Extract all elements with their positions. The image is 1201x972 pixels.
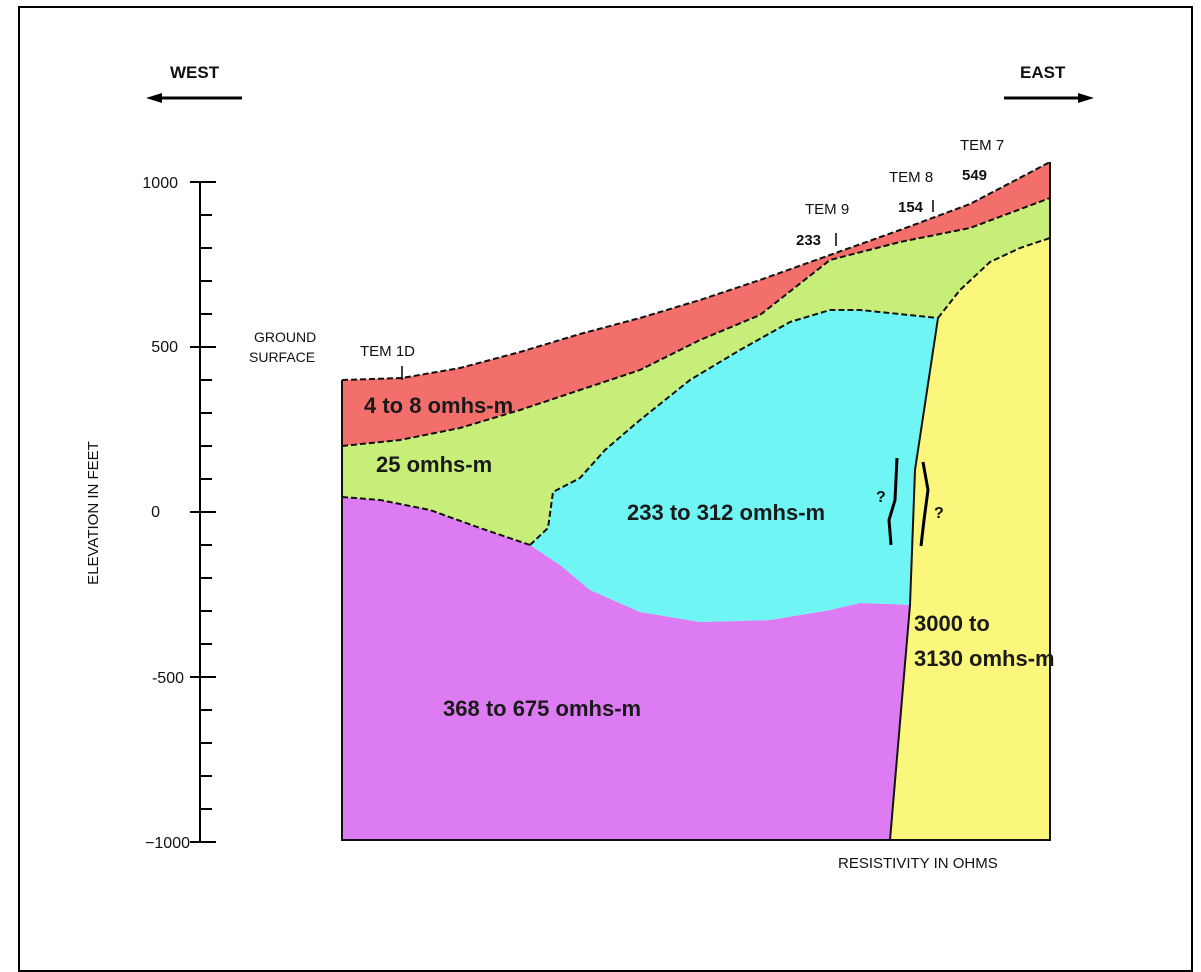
layer-368-675	[342, 497, 910, 840]
west-label: WEST	[170, 63, 220, 82]
layer-label-4-8: 4 to 8 omhs-m	[364, 393, 513, 418]
tick-label-0: 0	[151, 504, 160, 521]
layer-label-3000-3130-line2: 3130 omhs-m	[914, 646, 1055, 671]
x-axis-label: RESISTIVITY IN OHMS	[838, 855, 998, 872]
station-tem-1d-name: TEM 1D	[360, 343, 415, 360]
layer-4-8	[342, 162, 1050, 446]
fault-marks	[887, 457, 930, 547]
west-arrow	[146, 93, 242, 103]
layer-boundaries	[341, 161, 1051, 546]
tick-label-minus-500: -500	[152, 670, 184, 687]
tick-label-500: 500	[151, 339, 178, 356]
station-tem-7-value: 549	[962, 167, 987, 184]
station-tem-8-value: 154	[898, 199, 924, 216]
layer-233-312	[530, 310, 938, 622]
layer-label-368-675: 368 to 675 omhs-m	[443, 696, 641, 721]
elevation-axis: 1000 500 0 -500 −1000	[142, 175, 216, 852]
station-tem-9-value: 233	[796, 232, 821, 249]
fault-question-left: ?	[876, 489, 886, 506]
tick-label-1000: 1000	[142, 175, 178, 192]
layer-3000-3130	[890, 238, 1050, 840]
axis-minor-ticks	[190, 181, 216, 843]
layer-label-3000-3130-line1: 3000 to	[914, 611, 990, 636]
station-tem-8-name: TEM 8	[889, 169, 933, 186]
station-tem-7-name: TEM 7	[960, 137, 1004, 154]
east-arrow	[1004, 93, 1094, 103]
station-tem-9-name: TEM 9	[805, 201, 849, 218]
tick-label-minus-1000: −1000	[145, 835, 190, 852]
layer-label-233-312: 233 to 312 omhs-m	[627, 500, 825, 525]
ground-surface-line2: SURFACE	[249, 349, 315, 365]
layer-label-25: 25 omhs-m	[376, 452, 492, 477]
y-axis-label: ELEVATION IN FEET	[85, 441, 102, 585]
ground-surface-line1: GROUND	[254, 329, 316, 345]
layer-25	[342, 198, 1050, 545]
section-outline	[341, 162, 1051, 841]
east-label: EAST	[1020, 63, 1066, 82]
fault-question-right: ?	[934, 505, 944, 522]
